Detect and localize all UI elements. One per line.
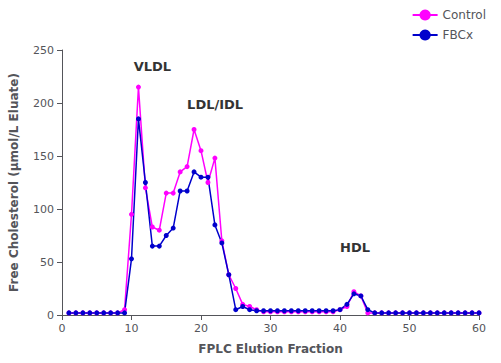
svg-text:40: 40	[333, 322, 347, 335]
svg-text:VLDL: VLDL	[134, 59, 171, 74]
svg-text:0: 0	[59, 322, 66, 335]
svg-text:200: 200	[33, 97, 54, 110]
svg-text:250: 250	[33, 44, 54, 57]
svg-text:50: 50	[40, 256, 54, 269]
svg-text:FPLC Elution Fraction: FPLC Elution Fraction	[198, 342, 343, 356]
svg-text:20: 20	[194, 322, 208, 335]
svg-text:Control: Control	[443, 8, 486, 22]
svg-text:10: 10	[125, 322, 139, 335]
svg-text:30: 30	[264, 322, 278, 335]
svg-text:0: 0	[47, 309, 54, 322]
svg-text:60: 60	[472, 322, 486, 335]
svg-text:FBCx: FBCx	[443, 28, 473, 42]
svg-text:Free Cholesterol (µmol/L Eluat: Free Cholesterol (µmol/L Eluate)	[7, 73, 21, 292]
svg-text:100: 100	[33, 203, 54, 216]
svg-text:50: 50	[403, 322, 417, 335]
svg-text:150: 150	[33, 150, 54, 163]
svg-text:LDL/IDL: LDL/IDL	[187, 97, 243, 112]
svg-text:HDL: HDL	[340, 240, 370, 255]
